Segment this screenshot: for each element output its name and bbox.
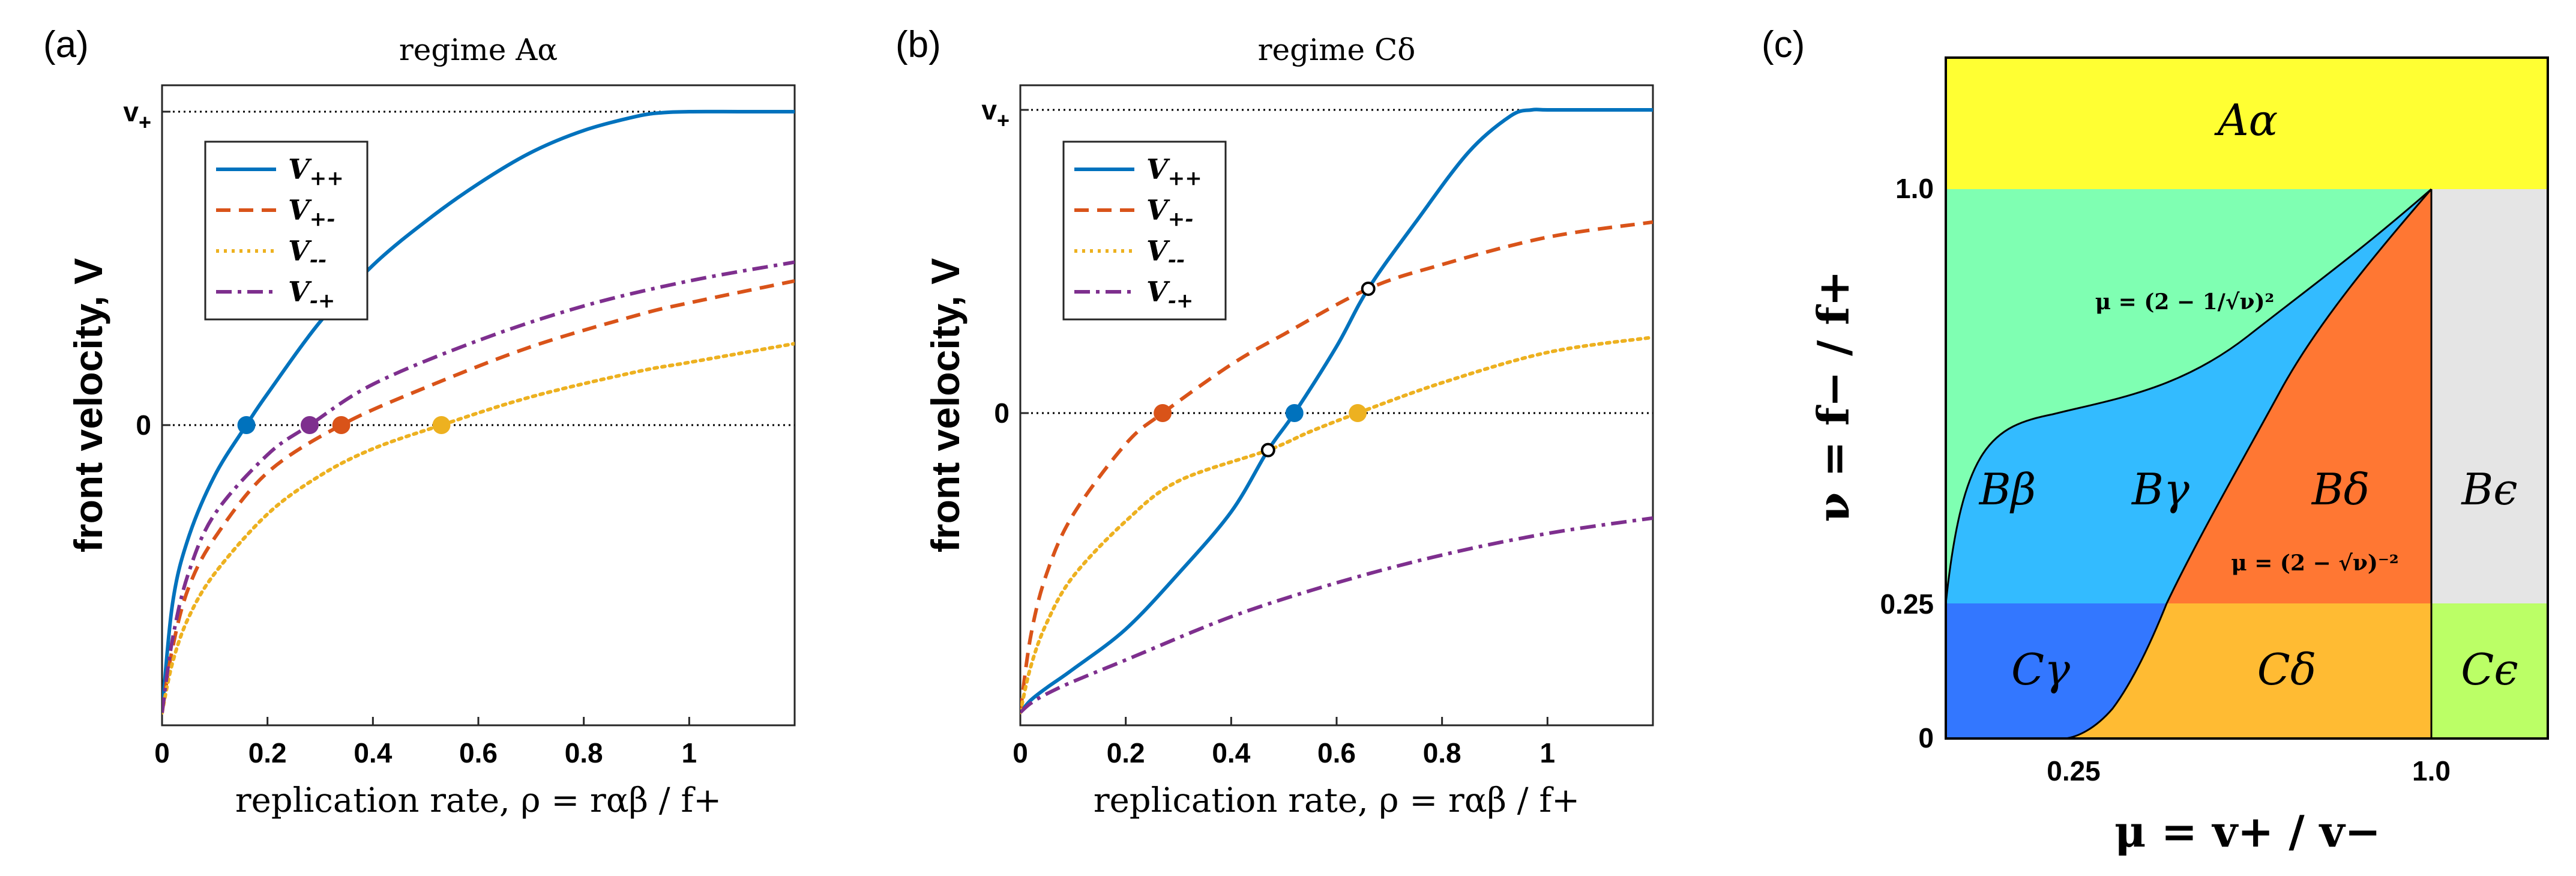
region-B-beta (1946, 189, 2431, 603)
region-label-B-gamma: Bγ (2131, 464, 2190, 515)
marker-a-0 (237, 416, 256, 434)
y-axis-label-b: front velocity, V (923, 258, 968, 552)
x-axis-label-b: replication rate, ρ = rαβ / f+ (1094, 781, 1580, 820)
region-B-epsilon (2431, 189, 2548, 603)
boundary-lower (2064, 189, 2433, 740)
panel-label-c: (c) (1762, 24, 1805, 65)
legend-label-a-1: V+- (288, 194, 335, 231)
phase-boundaries (1945, 188, 2433, 740)
x-tick-c-0.25: 0.25 (2047, 755, 2101, 787)
y-axis-label-a: front velocity, V (66, 258, 110, 552)
boundary-upper (1945, 188, 2432, 604)
series-line-a-0 (162, 109, 795, 713)
legend-b: V++ V+- V-- V-+ (1062, 140, 1227, 321)
legend-label-a-2: V-- (288, 235, 327, 272)
y-tick-c-1.0: 1.0 (1895, 173, 1934, 204)
region-B-gamma (1946, 189, 2431, 603)
series-b (1020, 107, 1653, 714)
x-tick-label-a-4: 0.8 (565, 737, 603, 769)
x-tick-label-a-5: 1 (682, 737, 697, 769)
x-tick-label-a-3: 0.6 (459, 737, 498, 769)
y-tick-label-b-0: 0 (994, 397, 1010, 429)
markers-b (1154, 281, 1376, 458)
x-axis-label-a: replication rate, ρ = rαβ / f+ (235, 781, 721, 820)
chart-title-a: regime Aα (399, 32, 558, 67)
x-ticks-a: 0 0.2 0.4 0.6 0.8 1 (154, 717, 697, 769)
crossing-marker-b-4 (1361, 281, 1376, 296)
series-line-b-2 (1020, 335, 1653, 714)
region-label-C-delta: Cδ (2257, 644, 2316, 695)
region-label-A-alpha: Aα (2214, 95, 2278, 145)
panel-a: regime Aα 0 0.2 0.4 0.6 0.8 1 0 v+ replication… (66, 32, 796, 820)
region-A-alpha (1946, 58, 2548, 189)
x-tick-c-1.0: 1.0 (2412, 755, 2451, 787)
chart-title-b: regime Cδ (1258, 32, 1416, 67)
series-line-b-0 (1020, 107, 1653, 714)
x-tick-label-b-1: 0.2 (1107, 737, 1145, 769)
series-line-a-1 (162, 279, 795, 713)
y-ticks-b: 0 v+ (981, 94, 1029, 429)
x-tick-label-a-1: 0.2 (248, 737, 287, 769)
legend-box-a (204, 140, 369, 321)
x-tick-label-b-5: 1 (1540, 737, 1556, 769)
marker-a-3 (432, 416, 451, 434)
series-a (162, 109, 795, 715)
y-tick-c-0: 0 (1918, 722, 1934, 754)
panel-label-b: (b) (895, 24, 941, 65)
legend-label-b-1: V+- (1146, 194, 1193, 231)
y-tick-label-a-0: 0 (136, 409, 151, 441)
legend-a: V++ V+- V-- V-+ (204, 140, 369, 321)
panel-label-a: (a) (43, 24, 89, 65)
region-C-gamma (1946, 603, 2167, 739)
region-C-delta (2065, 603, 2431, 739)
region-label-B-delta: Bδ (2311, 464, 2370, 515)
region-label-C-epsilon: Cϵ (2461, 644, 2518, 695)
legend-label-a-0: V++ (288, 153, 344, 190)
region-label-B-epsilon: Bϵ (2460, 464, 2517, 515)
series-line-a-2 (162, 342, 795, 715)
legend-box-b (1062, 140, 1227, 321)
x-tick-label-a-0: 0 (154, 737, 170, 769)
y-tick-label-a-vplus: v+ (123, 96, 151, 134)
crossing-marker-b-3 (1260, 443, 1275, 458)
boundary-formula-upper: μ = (2 − 1/√ν)² (2095, 289, 2275, 315)
y-axis-label-c: ν = f− / f+ (1808, 270, 1859, 522)
x-axis-label-c: μ = v+ / v− (2114, 806, 2381, 857)
series-line-a-3 (162, 260, 795, 713)
y-tick-c-0.25: 0.25 (1880, 588, 1934, 620)
legend-label-a-3: V-+ (288, 276, 335, 313)
panel-b: regime Cδ 0 0.2 0.4 0.6 0.8 1 0 v+ replication… (923, 32, 1654, 820)
marker-b-0 (1154, 404, 1172, 422)
phase-frame (1945, 56, 2549, 740)
region-label-C-gamma: Cγ (2011, 644, 2071, 695)
region-label-B-beta: Bβ (1978, 464, 2036, 515)
legend-label-b-2: V-- (1146, 235, 1185, 272)
markers-a (237, 416, 451, 434)
region-C-epsilon (2431, 603, 2548, 739)
x-tick-label-b-4: 0.8 (1423, 737, 1461, 769)
region-B-delta (2167, 189, 2431, 603)
series-line-b-1 (1020, 220, 1653, 713)
x-tick-label-a-2: 0.4 (354, 737, 392, 769)
boundary-formula-lower: μ = (2 − √ν)⁻² (2231, 551, 2398, 576)
marker-b-1 (1285, 404, 1304, 422)
legend-label-b-3: V-+ (1146, 276, 1193, 313)
x-tick-label-b-2: 0.4 (1212, 737, 1250, 769)
y-ticks-a: 0 v+ (123, 96, 170, 441)
marker-a-2 (332, 416, 351, 434)
x-tick-label-b-3: 0.6 (1317, 737, 1356, 769)
panel-c: Aα Bβ Bγ Bδ Bϵ Cγ Cδ Cϵ μ = (2 − 1/√ν)² … (1808, 56, 2549, 857)
legend-label-b-0: V++ (1146, 153, 1202, 190)
x-ticks-b: 0 0.2 0.4 0.6 0.8 1 (1013, 717, 1555, 769)
marker-a-1 (300, 416, 319, 434)
series-line-b-3 (1020, 516, 1653, 714)
x-tick-label-b-0: 0 (1013, 737, 1028, 769)
y-tick-label-b-vplus: v+ (981, 94, 1010, 133)
marker-b-2 (1349, 404, 1367, 422)
